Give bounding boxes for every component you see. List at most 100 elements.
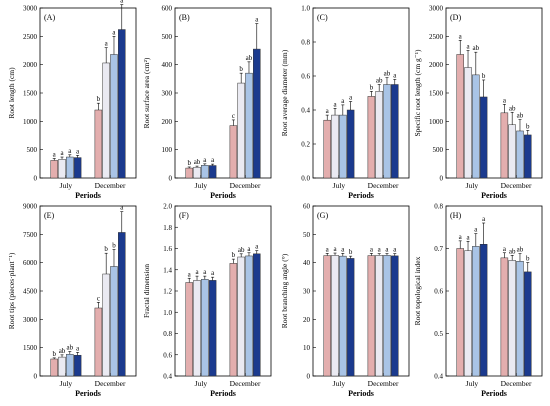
y-axis-label: Fractal dimension	[142, 264, 151, 318]
significance-letter: b	[97, 95, 101, 103]
bar	[323, 119, 331, 179]
y-tick-label: 0.2	[301, 141, 310, 149]
significance-letter: a	[211, 269, 215, 277]
y-tick-label: 1500	[23, 90, 38, 98]
y-tick-label: 6000	[23, 259, 38, 267]
bar	[391, 84, 399, 179]
significance-letter: a	[76, 344, 80, 352]
bar	[245, 72, 253, 179]
significance-letter: b	[239, 65, 243, 73]
y-tick-label: 7500	[23, 231, 38, 239]
bar	[508, 260, 516, 377]
y-tick-label: 0.5	[434, 330, 443, 338]
bar	[524, 134, 532, 179]
bar	[118, 232, 126, 377]
y-tick-label: 1000	[23, 118, 38, 126]
chart-panel: 0.4 0.6 0.8 1.0 1.2 1.4 1.6 1.8 2.0 (F) Fractal di…	[142, 203, 272, 398]
y-tick-label: 600	[162, 5, 173, 13]
y-tick-label: 50	[303, 231, 311, 239]
bar	[456, 54, 464, 179]
panel-label: (G)	[317, 211, 328, 220]
significance-letter: a	[53, 150, 57, 158]
plot-frame	[312, 7, 410, 179]
y-tick-label: 0.8	[301, 39, 310, 47]
significance-letter: a	[76, 147, 80, 155]
bar	[464, 250, 472, 377]
y-tick-label: 400	[162, 61, 173, 69]
x-category-label: July	[60, 379, 73, 388]
y-axis-label: Root tips (pieces·plant⁻¹)	[7, 252, 16, 329]
significance-letter: b	[112, 241, 116, 249]
bar	[472, 246, 480, 377]
significance-letter: a	[105, 40, 109, 48]
bar	[94, 109, 103, 179]
bar	[208, 280, 217, 377]
bar	[237, 256, 245, 377]
bar	[524, 271, 532, 377]
bar	[58, 356, 66, 377]
y-tick-label: 30	[303, 288, 311, 296]
bar	[201, 279, 209, 377]
y-tick-label: 2000	[429, 61, 444, 69]
x-axis-label: Periods	[481, 191, 507, 200]
bar	[229, 263, 238, 377]
significance-letter: a	[203, 268, 207, 276]
bar	[508, 124, 516, 179]
significance-letter: a	[333, 100, 337, 108]
bar	[456, 248, 464, 377]
x-category-label: July	[195, 181, 208, 190]
y-tick-label: 0.4	[163, 373, 172, 381]
bar	[50, 358, 58, 377]
bar	[66, 354, 74, 377]
significance-letter: ab	[517, 246, 524, 254]
significance-letter: a	[466, 233, 470, 241]
y-tick-label: 100	[162, 146, 173, 154]
significance-letter: a	[341, 97, 345, 105]
bar	[110, 54, 118, 179]
significance-letter: a	[503, 245, 507, 253]
x-category-label: December	[230, 181, 261, 190]
chart-panel: 0.4 0.5 0.6 0.7 0.8 (H) Root topological index…	[413, 203, 543, 398]
bar	[245, 255, 253, 377]
x-axis-label: Periods	[481, 389, 507, 398]
significance-letter: a	[326, 245, 330, 253]
significance-letter: a	[326, 107, 330, 115]
y-tick-label: 0.6	[301, 73, 310, 81]
x-category-label: December	[230, 379, 261, 388]
bar	[58, 159, 66, 179]
significance-letter: ab	[238, 246, 245, 254]
chart-panel: 0 500 1000 1500 2000 2500 3000 (D) Specific root…	[413, 5, 543, 200]
significance-letter: a	[60, 149, 64, 157]
x-category-label: July	[466, 379, 479, 388]
y-tick-label: 3000	[23, 316, 38, 324]
bar	[331, 114, 339, 179]
y-tick-label: 2500	[23, 33, 38, 41]
y-tick-label: 3000	[429, 5, 444, 13]
significance-letter: a	[333, 245, 337, 253]
bar	[185, 167, 193, 179]
y-tick-label: 2500	[429, 33, 444, 41]
y-tick-label: 1.2	[163, 288, 172, 296]
x-category-label: December	[501, 379, 532, 388]
y-tick-label: 0.6	[434, 288, 443, 296]
y-tick-label: 500	[162, 33, 173, 41]
y-tick-label: 0.6	[163, 351, 172, 359]
significance-letter: b	[232, 251, 236, 259]
panel-label: (E)	[44, 211, 55, 220]
y-tick-label: 2000	[23, 61, 38, 69]
bar	[208, 165, 217, 179]
significance-letter: ab	[473, 44, 480, 52]
significance-letter: a	[203, 156, 207, 164]
significance-letter: a	[459, 32, 463, 40]
significance-letter: c	[97, 294, 100, 302]
significance-letter: b	[349, 248, 353, 256]
x-category-label: July	[333, 379, 346, 388]
bar	[331, 255, 339, 377]
y-tick-label: 1500	[429, 90, 444, 98]
x-axis-label: Periods	[75, 191, 101, 200]
bar	[464, 67, 472, 179]
x-axis-label: Periods	[210, 191, 236, 200]
y-tick-label: 0	[34, 373, 38, 381]
y-tick-label: 0	[307, 373, 311, 381]
